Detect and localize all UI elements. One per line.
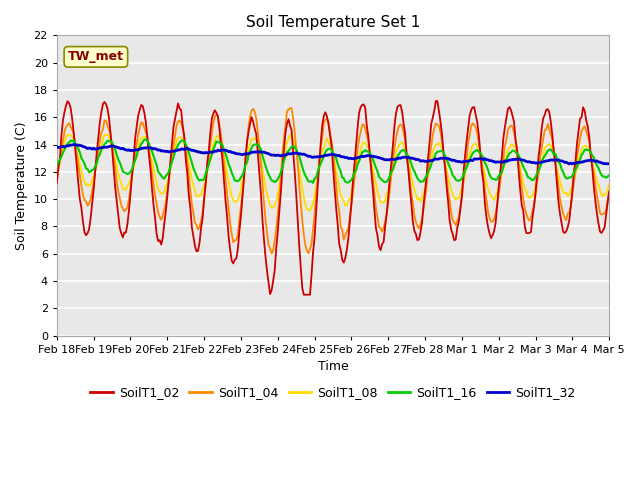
SoilT1_04: [541, 127, 548, 133]
X-axis label: Time: Time: [317, 360, 348, 373]
SoilT1_32: [157, 148, 165, 154]
SoilT1_04: [156, 214, 163, 219]
SoilT1_08: [401, 147, 409, 153]
SoilT1_02: [53, 180, 61, 186]
SoilT1_04: [68, 127, 76, 133]
SoilT1_02: [400, 120, 408, 126]
SoilT1_08: [371, 173, 378, 179]
SoilT1_02: [300, 292, 308, 298]
SoilT1_08: [306, 208, 314, 214]
SoilT1_16: [68, 138, 76, 144]
SoilT1_32: [369, 153, 377, 159]
SoilT1_32: [540, 159, 547, 165]
SoilT1_04: [268, 251, 275, 256]
SoilT1_04: [286, 105, 294, 111]
SoilT1_16: [157, 173, 165, 179]
SoilT1_04: [401, 137, 409, 143]
SoilT1_08: [389, 164, 397, 169]
SoilT1_02: [432, 98, 440, 104]
SoilT1_16: [53, 162, 61, 168]
Y-axis label: Soil Temperature (C): Soil Temperature (C): [15, 121, 28, 250]
Line: SoilT1_04: SoilT1_04: [57, 108, 609, 253]
SoilT1_08: [157, 191, 165, 197]
SoilT1_16: [371, 161, 378, 167]
SoilT1_02: [156, 237, 163, 243]
SoilT1_04: [53, 177, 61, 182]
SoilT1_08: [104, 132, 111, 137]
SoilT1_16: [541, 153, 548, 158]
SoilT1_32: [53, 144, 61, 150]
SoilT1_08: [541, 145, 548, 151]
SoilT1_04: [389, 157, 397, 163]
SoilT1_04: [605, 188, 613, 194]
SoilT1_04: [371, 192, 378, 197]
SoilT1_08: [68, 134, 76, 140]
Line: SoilT1_32: SoilT1_32: [57, 144, 609, 164]
SoilT1_16: [389, 167, 397, 173]
SoilT1_16: [142, 136, 150, 142]
Title: Soil Temperature Set 1: Soil Temperature Set 1: [246, 15, 420, 30]
Line: SoilT1_16: SoilT1_16: [57, 139, 609, 183]
Text: TW_met: TW_met: [68, 50, 124, 63]
SoilT1_32: [605, 161, 613, 167]
Legend: SoilT1_02, SoilT1_04, SoilT1_08, SoilT1_16, SoilT1_32: SoilT1_02, SoilT1_04, SoilT1_08, SoilT1_…: [85, 382, 580, 405]
Line: SoilT1_02: SoilT1_02: [57, 101, 609, 295]
SoilT1_32: [68, 142, 76, 148]
SoilT1_02: [541, 112, 548, 118]
Line: SoilT1_08: SoilT1_08: [57, 134, 609, 211]
SoilT1_32: [387, 156, 395, 162]
SoilT1_08: [53, 169, 61, 175]
SoilT1_32: [400, 155, 408, 160]
SoilT1_32: [568, 161, 576, 167]
SoilT1_32: [70, 142, 77, 147]
SoilT1_16: [401, 148, 409, 154]
SoilT1_02: [605, 189, 613, 194]
SoilT1_02: [369, 187, 377, 193]
SoilT1_02: [387, 161, 395, 167]
SoilT1_16: [309, 180, 317, 186]
SoilT1_08: [605, 181, 613, 187]
SoilT1_16: [605, 172, 613, 178]
SoilT1_02: [68, 116, 76, 121]
